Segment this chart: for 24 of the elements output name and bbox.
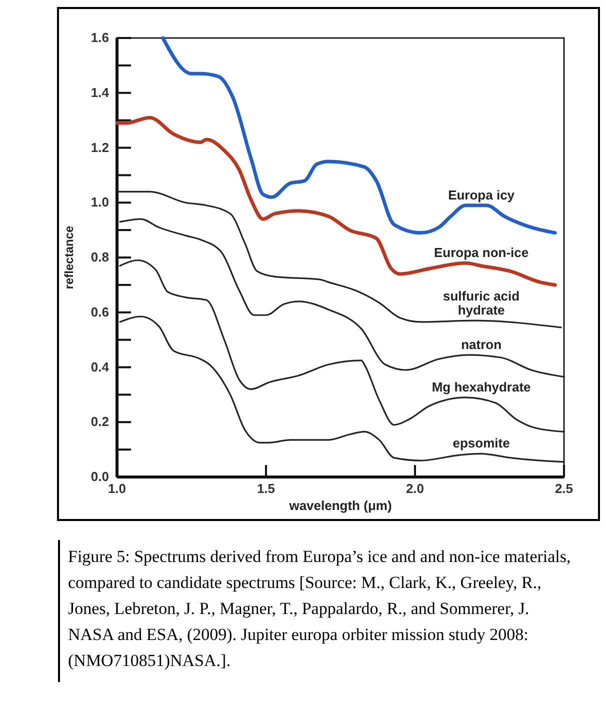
series-label: sulfuric acid hydrate bbox=[443, 288, 520, 318]
x-tick-label: 2.0 bbox=[406, 481, 424, 496]
y-tick-label: 0.4 bbox=[90, 359, 110, 374]
line-series bbox=[115, 116, 557, 287]
y-tick-label: 1.4 bbox=[90, 84, 110, 100]
y-tick-label: 1.0 bbox=[90, 194, 109, 210]
y-tick-label: 0.2 bbox=[90, 414, 109, 430]
y-tick-label: 0.0 bbox=[90, 469, 109, 484]
x-tick-label: 1.5 bbox=[256, 481, 276, 496]
x-tick-label: 2.5 bbox=[554, 481, 574, 496]
x-axis-title: wavelength (μm) bbox=[288, 498, 392, 513]
y-tick-label: 1.6 bbox=[90, 30, 109, 45]
series-label: natron bbox=[461, 336, 502, 352]
series-label: epsomite bbox=[452, 436, 510, 451]
y-tick-label: 1.2 bbox=[90, 140, 109, 155]
series-label: Europa non-ice bbox=[434, 244, 529, 260]
caption: Figure 5: Spectrums derived from Europa’s ice and and non-ice materials, compared to candidate spectrums [Source: M., Clark, K., Greeley, R., Jones, Lebreton, J. P., Magner, T., Pappalardo, R., and Sommerer, J. NASA and ESA, (2009). Jupiter europa orbiter mission study 2008: (NMO710851)NASA.]. bbox=[58, 540, 577, 682]
x-tick-label: 1.0 bbox=[108, 481, 126, 496]
y-axis-title: reflectance bbox=[62, 225, 76, 290]
y-tick-label: 0.6 bbox=[90, 304, 109, 320]
series-label: Mg hexahydrate bbox=[432, 379, 531, 394]
line-series bbox=[161, 36, 557, 235]
y-tick-label: 0.8 bbox=[90, 250, 109, 264]
series-label: Europa icy bbox=[448, 187, 516, 202]
